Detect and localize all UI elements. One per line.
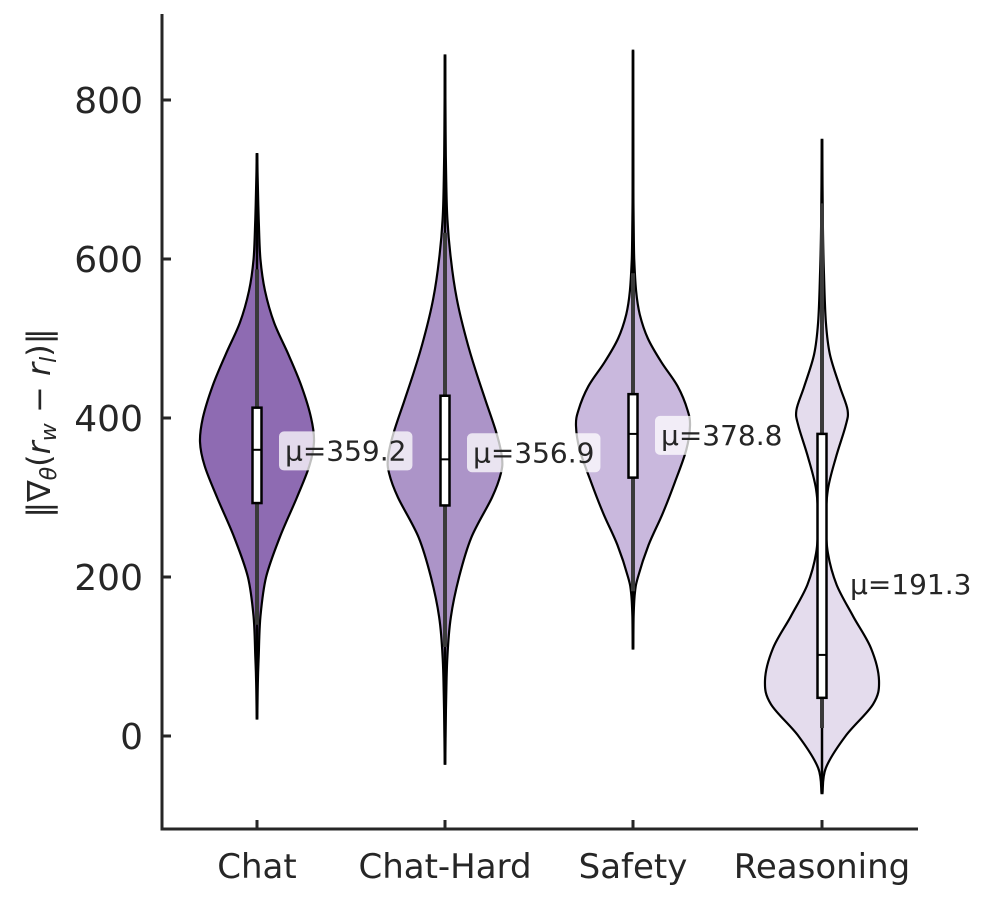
y-tick-label-600: 600 [74,240,143,281]
mean-label-group-reasoning: μ=191.3 [850,568,971,601]
mean-label-chat: μ=359.2 [285,434,406,467]
axes: Chat Chat-Hard Safety Reasoning 0 200 400 600 80… [74,14,918,887]
iqr-box-chat [251,406,263,505]
y-tick-label-200: 200 [74,558,143,599]
iqr-box-chat-hard [439,394,451,507]
iqr-box-reasoning [816,432,828,700]
x-tick-label-chat: Chat [217,847,296,887]
y-tick-label-0: 0 [120,717,143,758]
mean-label-chat-hard: μ=356.9 [473,436,594,469]
mean-label-bg-safety [655,415,789,455]
violins-layer [198,49,881,795]
x-tick-label-chat-hard: Chat-Hard [358,847,531,887]
mean-label-group-chat: μ=359.2 [279,431,413,471]
x-tick-label-safety: Safety [579,847,688,887]
x-tick-label-reasoning: Reasoning [734,847,911,887]
y-tick-label-800: 800 [74,81,143,122]
y-tick-label-400: 400 [74,399,143,440]
mean-label-group-chat-hard: μ=356.9 [467,433,601,473]
mean-labels-layer: μ=359.2 μ=356.9 μ=378.8 μ=191.3 [279,415,971,601]
mean-label-bg-chat-hard [467,433,601,473]
mean-label-group-safety: μ=378.8 [655,415,789,455]
y-axis-label: ‖∇θ(rw − rl)‖ [20,328,62,517]
iqr-box-safety [627,392,639,479]
mean-label-safety: μ=378.8 [661,419,782,452]
mean-label-reasoning: μ=191.3 [850,568,971,601]
mean-label-bg-chat [279,431,413,471]
